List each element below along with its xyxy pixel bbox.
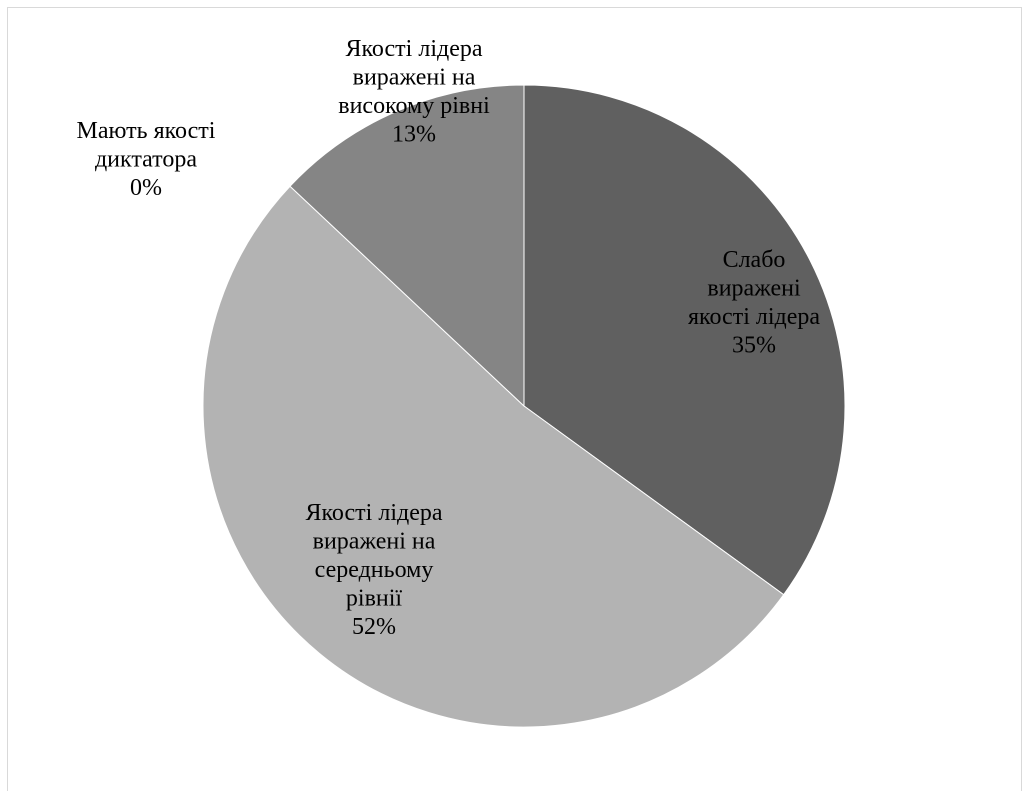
- slice-label-2: Якості лідера виражені на високому рівні 13…: [338, 36, 490, 148]
- pie-slice-2: [289, 84, 525, 408]
- slice-category-label: виражені: [707, 276, 801, 302]
- pie-slices: [202, 84, 846, 728]
- slice-category-label: високому рівні: [338, 93, 490, 119]
- slice-category-label: диктатора: [95, 147, 197, 173]
- slice-label-0: Слабо виражені якості лідера 35%: [688, 247, 820, 359]
- slice-category-label: середньому: [315, 557, 434, 583]
- slice-label-3: Мають якості диктатора 0%: [77, 118, 216, 201]
- slice-category-label: якості лідера: [688, 304, 820, 330]
- slice-category-label: Якості лідера: [345, 36, 482, 62]
- slice-percent-label: 35%: [732, 333, 776, 359]
- slice-category-label: рівнії: [346, 586, 403, 612]
- slice-category-label: Якості лідера: [305, 500, 442, 526]
- pie-labels: Слабо виражені якості лідера 35% Якості ліде…: [77, 36, 821, 640]
- slice-category-label: Слабо: [723, 247, 786, 273]
- slice-category-label: Мають якості: [77, 118, 216, 144]
- slice-category-label: виражені на: [313, 529, 436, 555]
- slice-category-label: виражені на: [353, 65, 476, 91]
- slice-percent-label: 52%: [352, 614, 396, 640]
- slice-percent-label: 0%: [130, 175, 162, 201]
- slice-percent-label: 13%: [392, 122, 436, 148]
- pie-slice-1: [202, 185, 785, 728]
- slice-label-1: Якості лідера виражені на середньому рівнії…: [305, 500, 442, 640]
- pie-slice-0: [523, 84, 846, 596]
